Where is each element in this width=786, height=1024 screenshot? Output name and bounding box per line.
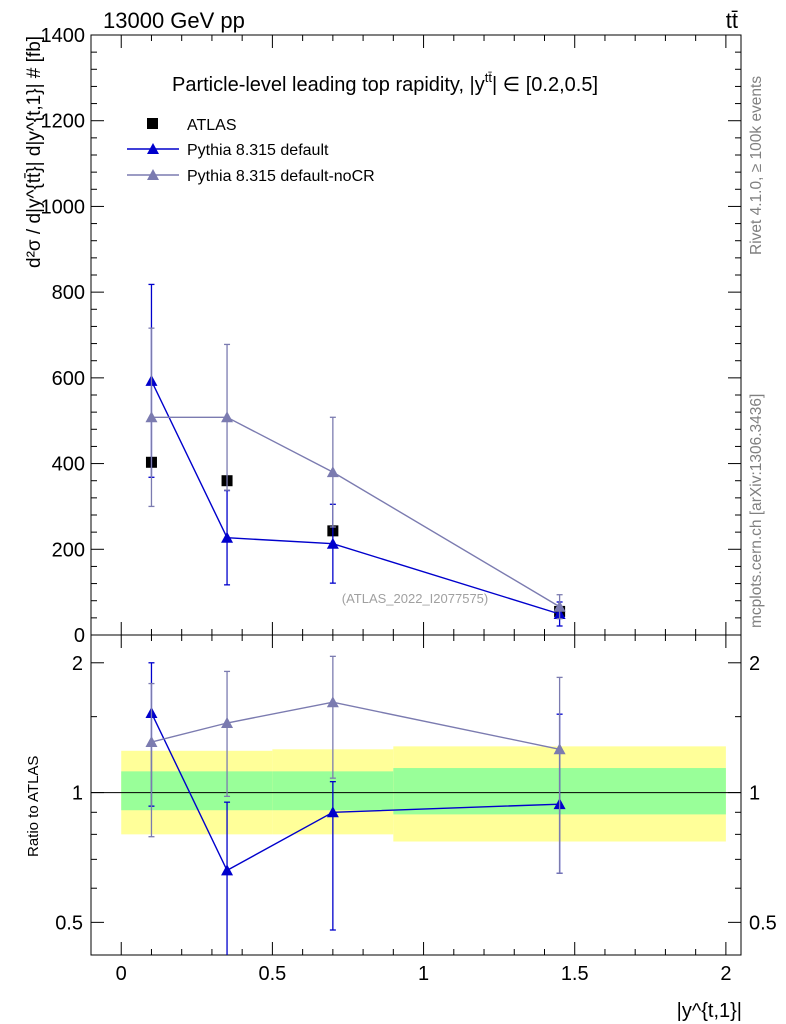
legend-atlas-label: ATLAS [187, 117, 237, 134]
main-ytick-label: 200 [52, 539, 85, 561]
ratio-point-pythia-8-315-default-nocr [145, 736, 158, 748]
rivet-label: Rivet 4.1.0, ≥ 100k events [748, 76, 765, 255]
ratio-series-group [145, 655, 566, 955]
series-line-pythia-8-315-default [150, 380, 560, 615]
chart-title-sup: tt̄ [485, 70, 493, 85]
process-label: tt̄ [726, 8, 738, 33]
main-ytick-label: 400 [52, 454, 85, 476]
x-tick-label: 2 [720, 963, 731, 985]
legend-nocr-label: Pythia 8.315 default-noCR [187, 168, 375, 185]
ratio-ytick-label-right: 2 [749, 653, 760, 675]
legend-default-marker [147, 143, 159, 154]
chart-title-text: Particle-level leading top rapidity, |y [172, 74, 485, 96]
chart-title-tail: | ∈ [0.2,0.5] [492, 74, 598, 96]
main-ytick-label: 1000 [41, 196, 86, 218]
legend: ATLAS Pythia 8.315 default Pythia 8.315 … [127, 117, 375, 185]
ratio-ytick-label: 2 [72, 653, 83, 675]
ratio-ytick-label-right: 0.5 [749, 912, 777, 934]
data-point-pythia-8-315-default-nocr [145, 411, 158, 423]
ratio-panel: 0.5 0.5 1 1 2 2 0 0.5 1 1.5 2 [55, 634, 777, 985]
legend-default-label: Pythia 8.315 default [187, 142, 329, 159]
main-ytick-label: 800 [52, 282, 85, 304]
x-tick-label: 1 [418, 963, 429, 985]
ratio-ytick-label-right: 1 [749, 783, 760, 805]
main-ytick-label: 600 [52, 368, 85, 390]
data-point-pythia-8-315-default [221, 531, 234, 543]
watermark: (ATLAS_2022_I2077575) [342, 591, 488, 606]
ratio-frame [90, 634, 742, 956]
ratio-line-pythia-8-315-default-nocr [151, 701, 560, 750]
data-point-pythia-8-315-default-nocr [553, 600, 566, 612]
main-panel: 0 200 400 600 800 1000 1200 1400 [41, 25, 742, 647]
chart-title: Particle-level leading top rapidity, |yt… [172, 70, 598, 96]
ratio-ylabel: Ratio to ATLAS [25, 756, 42, 857]
data-point-pythia-8-315-default-nocr [326, 466, 339, 478]
mcplots-label: mcplots.cern.ch [arXiv:1306.3436] [748, 394, 765, 628]
main-ytick-label: 1200 [41, 111, 86, 133]
main-ytick-label: 0 [74, 625, 85, 647]
ratio-ytick-label: 0.5 [55, 912, 83, 934]
legend-nocr-marker [147, 169, 159, 180]
ratio-line-pythia-8-315-default [150, 712, 560, 872]
x-axis-label: |y^{t,1}| [677, 1000, 742, 1022]
ratio-point-pythia-8-315-default-nocr [221, 717, 234, 729]
ratio-ytick-label: 1 [72, 783, 83, 805]
x-tick-label: 0.5 [258, 963, 286, 985]
ratio-point-pythia-8-315-default-nocr [326, 696, 339, 708]
ratio-point-pythia-8-315-default-nocr [553, 743, 566, 755]
series-line-pythia-8-315-default-nocr [151, 416, 560, 608]
energy-label: 13000 GeV pp [103, 8, 245, 33]
ratio-point-pythia-8-315-default [221, 864, 234, 876]
legend-atlas-marker [147, 118, 158, 129]
data-point-pythia-8-315-default [326, 537, 339, 549]
data-point-pythia-8-315-default-nocr [221, 411, 234, 423]
ratio-stat-band [121, 771, 273, 811]
x-tick-label: 0 [116, 963, 127, 985]
x-tick-label: 1.5 [561, 963, 589, 985]
main-ylabel: d²σ / d|y^{tt̄}| d|y^{t,1}| # [fb] [24, 36, 45, 268]
ratio-point-pythia-8-315-default [326, 806, 339, 818]
main-ytick-label: 1400 [41, 25, 86, 47]
